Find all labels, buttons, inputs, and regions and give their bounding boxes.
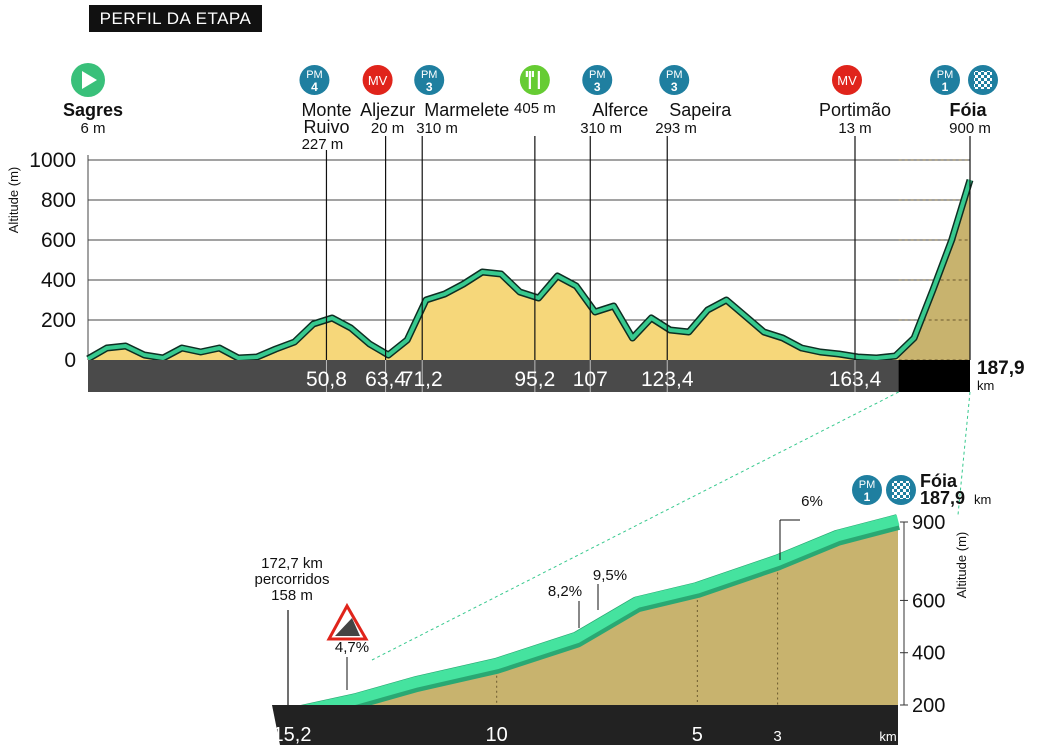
summit-km: 187,9 [920,488,965,508]
gradient-label: 4,7% [335,639,369,656]
waypoint-altitude: 405 m [514,100,556,117]
waypoint-name: Aljezur [360,100,415,120]
waypoint-name: Fóia [949,100,987,120]
mountain-badge-label: PM [306,69,323,81]
finish-distance-label: 187,9 [977,358,1025,379]
mountain-badge [582,65,613,95]
finish-distance-unit: km [977,378,994,393]
climb-y-tick-label: 600 [912,590,945,612]
fork-knife-icon [525,71,540,89]
climb-km-label: 5 [692,724,703,746]
distance-label: 123,4 [641,368,694,391]
mountain-badge-label: PM [666,69,683,81]
mountain-category: 3 [671,80,678,94]
mountain-badge-label: PM [421,69,438,81]
mountain-badge-label: PM [589,69,606,81]
climb-start-note: 172,7 km [261,555,323,572]
climb-y-tick-label: 400 [912,643,945,665]
summit-mountain-badge [852,475,882,505]
y-tick-label: 800 [41,189,76,212]
climb-distance-bar [272,705,898,745]
mountain-category: 3 [426,80,433,94]
start-flag-icon [82,71,97,89]
waypoint-altitude: 227 m [302,136,344,153]
gradient-label: 6% [801,493,823,510]
mountain-category: 4 [311,80,318,94]
distance-label: 163,4 [829,368,882,391]
sprint-badge-label: MV [837,73,857,88]
summit-finish-flag-icon [892,481,910,499]
waypoint-name: Portimão [819,100,891,120]
zoom-guide-line [371,391,899,661]
waypoint-name: Sapeira [669,100,732,120]
waypoint-altitude: 13 m [838,120,871,137]
waypoint-altitude: 6 m [80,120,105,137]
distance-label: 71,2 [402,368,443,391]
waypoint-altitude: 293 m [655,120,697,137]
mountain-badge [930,65,960,95]
waypoint-altitude: 310 m [416,120,458,137]
distance-label: 95,2 [514,368,555,391]
profile-line [87,179,972,361]
summit-name: Fóia [920,471,958,491]
climb-km-label: 15,2 [273,724,312,746]
sprint-badge [831,65,862,95]
climb-y-axis-title: Altitude (m) [954,532,969,598]
page-title: PERFIL DA ETAPA [89,5,262,32]
climb-profile: 15,2 10 5 3 km 200 400 600 900 Altitude (m) 172,7 … [254,391,991,746]
climb-area [288,522,898,720]
gradient-label: 8,2% [548,583,582,600]
waypoint-altitude: 310 m [580,120,622,137]
waypoint-altitude: 20 m [371,120,404,137]
distance-label: 107 [573,368,608,391]
summit-badge-label: PM [859,479,876,491]
sprint-badge-label: MV [368,73,388,88]
climb-km-label: 3 [773,728,781,745]
waypoint-name: Marmelete [424,100,509,120]
summit-km-unit: km [974,492,991,507]
mountain-badge [659,65,690,95]
y-tick-label: 400 [41,269,76,292]
mountain-badge-label: PM [937,69,954,81]
y-tick-label: 600 [41,229,76,252]
distance-label: 50,8 [306,368,347,391]
y-axis-title: Altitude (m) [6,167,21,233]
climb-distance-block [898,360,970,392]
feed-zone-badge [519,65,550,95]
waypoint-name: Alferce [592,100,648,120]
y-tick-label: 0 [64,349,76,372]
finish-flag-icon [974,71,992,89]
climb-y-tick-label: 200 [912,695,945,717]
waypoint-name: Ruivo [303,117,349,137]
y-tick-label: 200 [41,309,76,332]
sprint-badge [362,65,393,95]
waypoint-name: Sagres [63,100,123,120]
mountain-badge [299,65,330,95]
zoom-guide-line [957,391,971,516]
distance-label: 63,4 [365,368,406,391]
climb-start-note: 158 m [271,587,313,604]
mountain-badge [414,65,445,95]
climb-y-tick-label: 900 [912,512,945,534]
summit-category: 1 [864,490,871,504]
climb-km-unit: km [879,729,896,744]
y-tick-label: 1000 [29,149,76,172]
main-profile: 0 200 400 600 800 1000 Altitude (m) 50,8 63,471,… [6,63,1025,393]
profile-area [88,180,970,360]
waypoint-altitude: 900 m [949,120,991,137]
climb-km-label: 10 [486,724,508,746]
mountain-category: 3 [594,80,601,94]
waypoint-name: Monte [301,100,351,120]
steep-icon [335,618,360,636]
gradient-label: 9,5% [593,567,627,584]
distance-bar [88,360,970,392]
climb-ribbon [286,514,900,720]
climb-area-shade [898,180,970,360]
climb-start-note: percorridos [254,571,329,588]
mountain-category: 1 [942,80,949,94]
